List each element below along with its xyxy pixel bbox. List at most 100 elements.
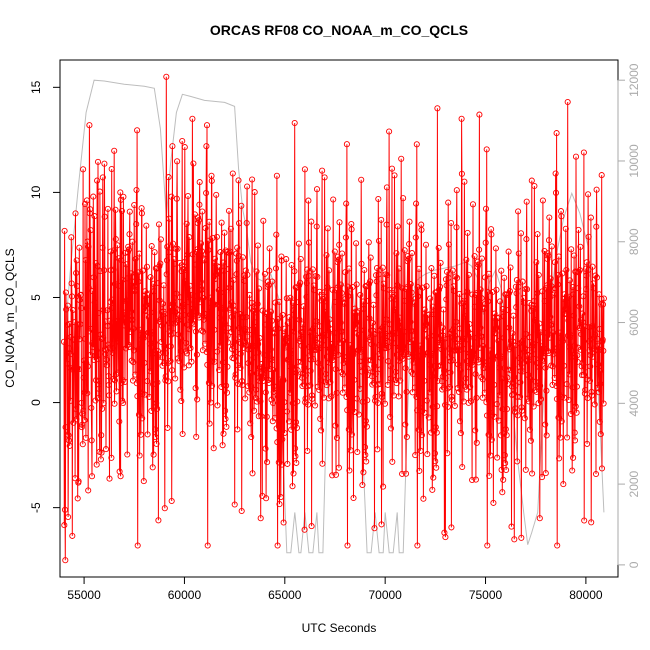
co-point [371, 362, 378, 370]
co-point [326, 316, 333, 323]
co-point [195, 214, 202, 221]
co-point [424, 451, 431, 458]
co-point [89, 343, 96, 351]
co-point [354, 309, 361, 316]
co-point [517, 368, 524, 375]
co-point [137, 359, 144, 366]
co-point [409, 370, 417, 378]
co-point [384, 381, 391, 388]
co-point [179, 137, 186, 145]
co-point [91, 299, 98, 306]
co-point [295, 299, 302, 306]
co-point [499, 406, 506, 413]
co-point [418, 226, 425, 233]
co-point [505, 306, 512, 314]
co-point [88, 437, 95, 444]
co-point [196, 299, 204, 306]
co-point [93, 347, 100, 354]
co-point [101, 267, 108, 274]
co-point [116, 323, 123, 330]
co-point [65, 513, 72, 521]
co-point [240, 314, 247, 321]
co-point [359, 481, 366, 489]
co-point [576, 303, 583, 310]
co-point [381, 400, 389, 407]
co-point [261, 270, 268, 277]
co-point [504, 366, 512, 373]
co-point [246, 327, 253, 334]
co-point [485, 270, 492, 277]
co-point [472, 476, 479, 483]
co-point [535, 271, 542, 279]
co-point [66, 320, 73, 327]
co-point [568, 354, 575, 361]
co-point [83, 197, 90, 204]
y-tick-label: -5 [29, 502, 43, 513]
co-point [523, 198, 530, 205]
co-point [205, 314, 212, 321]
co-point [243, 313, 250, 321]
co-point [176, 358, 183, 365]
co-point [456, 418, 464, 425]
co-point [479, 333, 486, 340]
co-point [464, 229, 471, 236]
co-point [553, 130, 560, 137]
co-point [87, 227, 94, 234]
co-point [532, 387, 539, 394]
co-point [515, 250, 522, 257]
y-axis-label: CO_NOAA_m_CO_QCLS [3, 248, 17, 387]
co-point [379, 324, 386, 331]
co-point [364, 365, 371, 372]
co-point [299, 321, 306, 328]
co-point [491, 413, 498, 420]
co-point [452, 273, 459, 280]
co-point [541, 298, 548, 305]
co-point [62, 289, 69, 296]
co-point [447, 369, 454, 376]
right-tick-label: 2000 [627, 470, 641, 497]
co-point [79, 421, 86, 428]
co-point [255, 340, 262, 348]
co-point [172, 375, 179, 382]
co-point [450, 326, 457, 333]
co-point [428, 366, 435, 374]
co-point [305, 401, 312, 408]
co-point [455, 388, 463, 396]
co-point [343, 393, 350, 401]
co-point [348, 431, 355, 438]
co-point [587, 214, 594, 221]
co-point [527, 375, 534, 382]
co-point [468, 345, 475, 352]
co-point [179, 430, 186, 438]
co-point [522, 466, 529, 473]
co-point [125, 243, 132, 250]
co-point [462, 375, 469, 382]
co-point [147, 331, 154, 338]
co-point [151, 339, 158, 346]
co-point [104, 322, 111, 330]
co-point [133, 221, 140, 228]
co-point [574, 352, 581, 359]
co-point [560, 295, 567, 302]
co-point [73, 257, 80, 264]
co-point [383, 221, 390, 228]
co-point [223, 389, 231, 396]
co-point [141, 359, 148, 366]
co-point [562, 305, 569, 312]
co-point [428, 373, 436, 380]
co-point [123, 297, 130, 304]
co-point [353, 281, 360, 288]
co-point [177, 386, 184, 393]
co-point [135, 278, 142, 285]
co-point [85, 243, 92, 250]
co-point [190, 316, 198, 323]
co-point [317, 364, 324, 371]
co-point [270, 399, 277, 407]
co-point [304, 447, 311, 454]
co-point [94, 158, 102, 165]
co-point [499, 489, 506, 496]
co-point [403, 433, 410, 441]
co-point [406, 218, 413, 225]
co-point [554, 542, 561, 549]
co-point [413, 200, 420, 207]
